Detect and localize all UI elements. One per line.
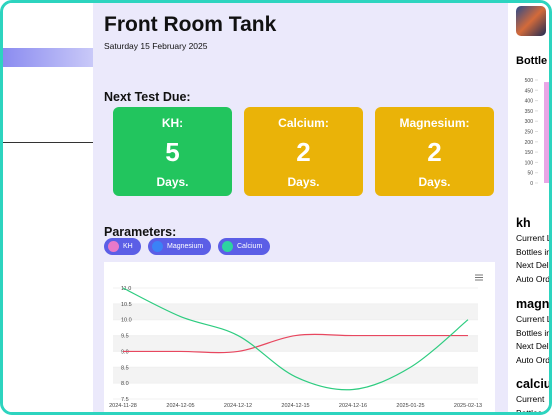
y-tick-label: 150 [525, 150, 534, 156]
x-tick-label: 2024-12-16 [339, 403, 367, 409]
section-title: kh [516, 216, 531, 230]
legend-pill[interactable]: Calcium [218, 238, 271, 255]
avatar[interactable] [516, 6, 546, 36]
chart-card: 7.5 8.0 8.5 9.0 9.5 10.0 10.5 11.0 2024-11-28 202… [104, 262, 495, 412]
section-line: Bottles in [516, 327, 549, 338]
card-value: 2 [296, 137, 311, 167]
section-line: Bottles [516, 408, 549, 413]
y-tick-label: 200 [525, 140, 534, 146]
y-tick-label: 9.5 [121, 334, 129, 340]
x-tick-label: 2025-01-25 [396, 403, 424, 409]
section-line: Auto Ord [516, 273, 549, 284]
y-tick-label: 100 [525, 160, 534, 166]
test-card: Magnesium: 2 Days. [375, 107, 494, 196]
section-line: Auto Ord [516, 354, 549, 365]
card-unit: Days. [287, 175, 320, 189]
bottle-chart: 0 50 100 150 200 250 300 350 400 450 500 [525, 78, 549, 187]
card-value: 5 [165, 137, 180, 167]
y-tick-label: 450 [525, 88, 534, 94]
y-tick-label: 300 [525, 119, 534, 125]
y-tick-label: 500 [525, 78, 534, 84]
test-card: KH: 5 Days. [113, 107, 232, 196]
section-heading: Next Test Due: [104, 90, 191, 104]
section-title: calciu [516, 377, 549, 391]
main-panel: Front Room Tank Saturday 15 February 202… [93, 3, 508, 412]
active-nav-item[interactable] [3, 48, 93, 67]
grid-band [113, 335, 478, 352]
card-label: Calcium: [278, 116, 329, 130]
series-line [122, 287, 469, 391]
divider [3, 142, 93, 143]
legend-label: Calcium [237, 243, 263, 250]
section-line: Current [516, 394, 545, 404]
x-tick-label: 2024-12-05 [166, 403, 194, 409]
section-line: Next Deli [516, 260, 549, 270]
y-tick-label: 250 [525, 130, 534, 136]
legend-pill[interactable]: Magnesium [148, 238, 212, 255]
grid-band [113, 367, 478, 384]
y-tick-label: 8.5 [121, 365, 129, 371]
side-section: calciu Current Bottles [516, 377, 549, 412]
legend-dot [108, 241, 119, 252]
x-tick-label: 2025-02-13 [454, 403, 482, 409]
bar [544, 82, 549, 183]
card-label: KH: [161, 116, 184, 130]
y-tick-label: 350 [525, 109, 534, 115]
x-tick-label: 2024-11-28 [109, 403, 137, 409]
card-unit: Days. [418, 175, 451, 189]
legend-dot [222, 241, 233, 252]
card-label: Magnesium: [399, 116, 470, 130]
series-line [123, 333, 468, 354]
card-unit: Days. [156, 175, 189, 189]
section-title: magn [516, 297, 549, 311]
section-line: Next Deli [516, 341, 549, 351]
y-tick-label: 0 [530, 181, 533, 187]
y-tick-label: 400 [525, 99, 534, 105]
card-value: 2 [427, 137, 442, 167]
legend-dot [152, 241, 163, 252]
grid-band [113, 303, 478, 320]
menu-icon[interactable] [475, 274, 483, 281]
panel-title: Bottle [516, 55, 548, 67]
legend-label: KH [123, 243, 133, 250]
legend-pill[interactable]: KH [104, 238, 141, 255]
y-tick-label: 8.0 [121, 381, 129, 387]
page-title: Front Room Tank [104, 13, 277, 36]
y-tick-label: 10.5 [121, 302, 132, 308]
y-tick-label: 9.0 [121, 349, 129, 355]
legend-label: Magnesium [167, 243, 204, 250]
x-tick-label: 2024-12-12 [224, 403, 252, 409]
section-line: Current L [516, 233, 549, 243]
section-heading: Parameters: [104, 225, 177, 239]
right-panel: Bottle 0 50 100 150 200 250 300 350 400 450 500 kh… [510, 3, 549, 412]
section-line: Bottles in [516, 246, 549, 257]
test-card: Calcium: 2 Days. [244, 107, 363, 196]
y-tick-label: 50 [527, 171, 533, 177]
y-tick-label: 10.0 [121, 318, 132, 324]
date: Saturday 15 February 2025 [104, 41, 208, 51]
side-section: kh Current L Bottles in Next Deli Auto Ord [516, 216, 549, 287]
y-tick-label: 7.5 [121, 397, 129, 403]
sidebar [3, 3, 93, 412]
x-tick-label: 2024-12-15 [281, 403, 309, 409]
section-line: Current L [516, 314, 549, 324]
side-section: magn Current L Bottles in Next Deli Auto Ord [516, 297, 549, 368]
